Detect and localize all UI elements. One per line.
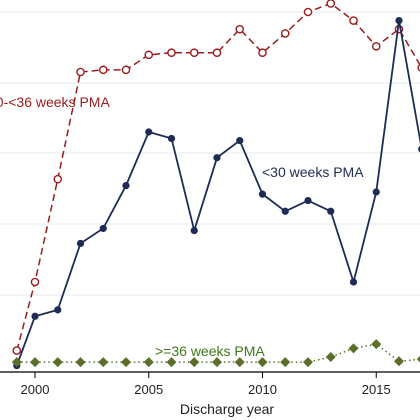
data-point [30, 357, 40, 368]
data-point [416, 355, 420, 363]
data-point [189, 357, 200, 368]
data-point [99, 224, 107, 233]
data-point [121, 65, 131, 75]
data-point [394, 356, 404, 367]
data-point [143, 357, 154, 368]
data-point [31, 312, 39, 320]
data-point [258, 48, 267, 58]
data-point [11, 357, 22, 368]
data-point [327, 207, 335, 215]
data-point [213, 154, 221, 162]
data-point [304, 196, 312, 205]
data-point [98, 65, 108, 75]
x-axis-title: Discharge year [180, 401, 274, 417]
data-point [212, 48, 222, 58]
data-point [257, 357, 268, 368]
x-tick-label: 2005 [134, 382, 163, 397]
data-point [76, 67, 85, 77]
annotation-lt30-weeks: <30 weeks PMA [262, 164, 364, 180]
data-point [212, 357, 222, 368]
data-point [348, 343, 359, 354]
data-point [121, 357, 131, 368]
data-point [144, 50, 154, 60]
data-point [236, 136, 244, 145]
data-point [395, 16, 403, 25]
series-2 [11, 339, 420, 368]
data-point [303, 357, 313, 368]
data-point [75, 357, 86, 368]
data-point [145, 128, 153, 136]
data-point [52, 357, 63, 368]
data-point [12, 346, 22, 355]
data-point [98, 357, 109, 368]
grid-lines [0, 11, 420, 296]
data-point [326, 0, 336, 8]
data-point [166, 357, 177, 368]
series-0 [12, 0, 420, 355]
x-ticks: 2000 2005 2010 2015 [21, 372, 391, 397]
data-point [280, 357, 291, 368]
x-tick-label: 2015 [362, 382, 391, 397]
data-point [234, 357, 245, 368]
annotation-ge36-weeks: >=36 weeks PMA [155, 343, 265, 359]
data-point [371, 41, 381, 51]
data-point [281, 207, 289, 215]
data-point [235, 24, 245, 34]
series-1 [13, 16, 420, 370]
data-point [54, 306, 62, 314]
data-point [190, 226, 198, 235]
data-point [76, 239, 85, 248]
data-point [372, 188, 380, 196]
data-point [349, 278, 358, 286]
plot-background [0, 0, 420, 372]
data-point [258, 190, 267, 198]
data-point [371, 339, 382, 350]
data-point [189, 48, 199, 58]
data-point [280, 29, 290, 38]
data-point [167, 48, 176, 58]
data-point [303, 7, 313, 17]
series-layer [11, 0, 420, 370]
data-point [349, 16, 358, 25]
data-point [325, 352, 336, 362]
data-point [30, 277, 40, 287]
annotation-30-36-weeks: 30-<36 weeks PMA [0, 94, 110, 110]
data-point [167, 134, 176, 143]
x-tick-label: 2010 [248, 382, 277, 397]
x-tick-label: 2000 [21, 382, 50, 397]
data-point [53, 174, 63, 184]
data-point [122, 181, 130, 190]
